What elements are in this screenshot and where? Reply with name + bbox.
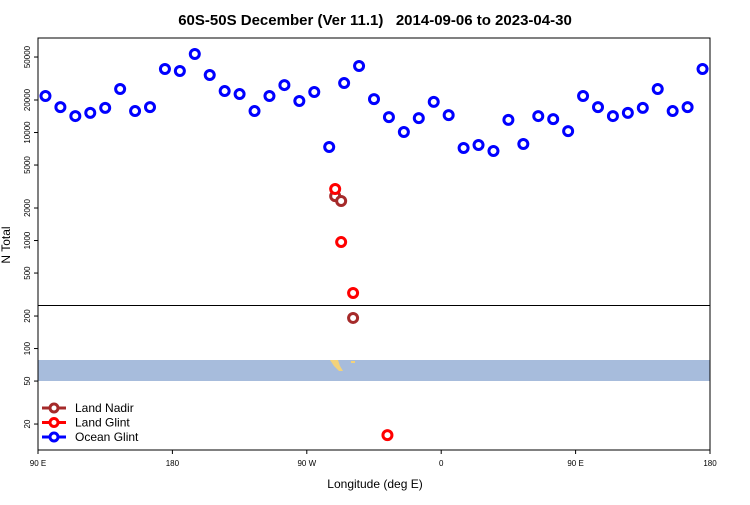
legend-label: Ocean Glint — [75, 430, 139, 444]
data-point — [335, 195, 348, 208]
data-point — [621, 106, 634, 119]
x-tick-label: 0 — [439, 459, 444, 468]
data-point — [338, 77, 351, 90]
data-point — [263, 89, 276, 102]
y-tick-label: 5000 — [23, 156, 32, 174]
legend-label: Land Nadir — [75, 401, 134, 415]
y-tick-label: 50000 — [23, 45, 32, 68]
legend-marker — [48, 402, 60, 414]
data-point — [532, 110, 545, 123]
data-point — [218, 85, 231, 98]
x-tick-label: 90 E — [30, 459, 46, 468]
y-tick-label: 20 — [23, 419, 32, 428]
data-point — [696, 63, 709, 76]
data-point — [278, 79, 291, 92]
y-tick-label: 2000 — [23, 199, 32, 217]
data-point — [173, 65, 186, 78]
data-point — [69, 110, 82, 123]
data-point — [397, 126, 410, 139]
data-point — [487, 145, 500, 158]
data-point — [203, 68, 216, 81]
legend-label: Land Glint — [75, 416, 130, 430]
y-tick-label: 50 — [23, 376, 32, 385]
legend-marker — [48, 417, 60, 428]
data-point — [681, 101, 694, 114]
data-point — [353, 59, 366, 72]
data-point — [248, 105, 261, 118]
x-tick-label: 180 — [703, 459, 717, 468]
y-axis-label: N Total — [0, 226, 13, 263]
data-point — [562, 125, 575, 138]
data-point — [158, 63, 171, 76]
y-tick-label: 20000 — [23, 88, 32, 111]
data-point — [517, 137, 530, 150]
data-point — [381, 429, 394, 442]
data-point — [577, 89, 590, 102]
data-point — [188, 48, 201, 61]
data-point — [666, 105, 679, 118]
land-strip — [38, 360, 710, 381]
data-point — [347, 286, 360, 299]
data-point — [233, 88, 246, 101]
x-tick-label: 180 — [166, 459, 180, 468]
data-point — [129, 105, 142, 118]
data-point — [368, 93, 380, 106]
data-point — [606, 110, 619, 123]
data-point — [114, 82, 127, 95]
data-point — [592, 101, 604, 114]
x-tick-label: 90 W — [297, 459, 316, 468]
y-tick-label: 100 — [23, 341, 32, 355]
data-point — [427, 95, 440, 108]
data-point — [457, 141, 470, 154]
data-point — [442, 109, 455, 122]
data-point — [547, 113, 560, 126]
land-patch — [351, 361, 355, 363]
y-tick-label: 200 — [23, 309, 32, 323]
x-tick-label: 90 E — [567, 459, 583, 468]
y-tick-label: 1000 — [23, 231, 32, 249]
plot-frame — [37, 37, 711, 451]
data-point — [99, 101, 112, 114]
y-tick-label: 500 — [23, 266, 32, 280]
data-point — [54, 101, 67, 114]
data-point — [502, 113, 515, 126]
data-point — [651, 82, 664, 95]
data-point — [293, 94, 306, 107]
land-patch — [330, 360, 343, 371]
data-point — [347, 311, 360, 324]
data-point — [335, 236, 348, 249]
data-point — [382, 111, 395, 124]
data-point — [39, 89, 52, 102]
data-point — [472, 139, 485, 152]
x-axis-label: Longitude (deg E) — [327, 477, 422, 491]
legend-marker — [48, 431, 60, 443]
chart-title: 60S-50S December (Ver 11.1) 2014-09-06 t… — [178, 12, 572, 29]
data-point — [636, 101, 649, 114]
data-point — [144, 101, 156, 114]
y-tick-label: 10000 — [23, 121, 32, 144]
data-point — [329, 182, 342, 195]
data-point — [412, 112, 425, 125]
data-point — [323, 141, 336, 154]
data-point — [308, 86, 321, 99]
data-point — [84, 106, 97, 119]
